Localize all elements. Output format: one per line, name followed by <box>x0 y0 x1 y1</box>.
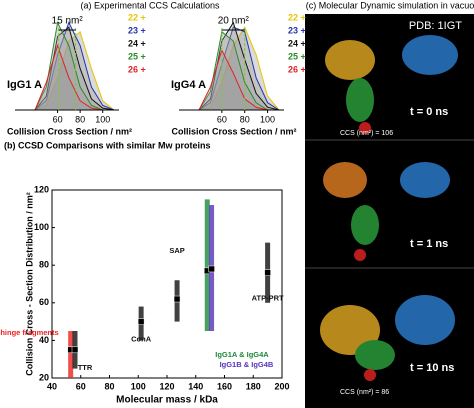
x-axis-label: Molecular mass / kDa <box>116 395 218 406</box>
center-marker <box>173 295 181 303</box>
pdb-label: PDB: 1IGT <box>409 20 462 32</box>
legend-entry: 22 + <box>128 12 146 22</box>
time-label: t = 0 ns <box>410 106 448 118</box>
range-bar <box>68 331 74 378</box>
x-tick-label: 60 <box>76 381 86 391</box>
legend-entry: 23 + <box>288 25 306 35</box>
plot-label: IgG1 A <box>7 79 42 91</box>
panel-title: (c) Molecular Dynamic simulation in vacu… <box>306 0 474 10</box>
legend-entry: 25 + <box>128 51 146 61</box>
panel-title: (a) Experimental CCS Calculations <box>80 0 220 10</box>
x-tick-label: 120 <box>159 381 174 391</box>
distribution-area <box>34 30 115 111</box>
bracket-label: 15 nm² <box>52 16 84 27</box>
center-marker <box>71 346 79 354</box>
x-tick-label: 60 <box>217 114 227 124</box>
time-label: t = 10 ns <box>410 362 454 374</box>
ccs-label: CCS (nm²) = 86 <box>340 389 389 396</box>
x-axis-label: Collision Cross Section / nm² <box>7 126 132 136</box>
legend-entry: 25 + <box>288 51 306 61</box>
protein-label: ATP-PRT <box>252 294 284 303</box>
legend-entry: 24 + <box>288 38 306 48</box>
protein-label: Fc-hinge fragments <box>0 328 59 337</box>
x-tick-label: 60 <box>53 114 63 124</box>
x-tick-label: 100 <box>95 114 110 124</box>
protein-label: IgG1B & IgG4B <box>220 360 274 369</box>
protein-label: IgG1A & IgG4A <box>215 350 269 359</box>
x-axis-label: Collision Cross Section / nm² <box>171 126 296 136</box>
range-bar <box>204 199 210 331</box>
legend-entry: 22 + <box>288 12 306 22</box>
distribution-area <box>34 26 115 111</box>
x-tick-label: 80 <box>104 381 114 391</box>
center-marker <box>208 265 215 273</box>
legend-entry: 23 + <box>128 25 146 35</box>
y-tick-label: 80 <box>39 260 49 270</box>
y-tick-label: 100 <box>34 222 49 232</box>
time-label: t = 1 ns <box>410 238 448 250</box>
x-tick-label: 80 <box>240 114 250 124</box>
distribution-area <box>198 21 280 111</box>
protein-label: ConA <box>131 335 152 344</box>
x-tick-label: 100 <box>260 114 275 124</box>
distribution-area <box>198 26 280 111</box>
x-tick-label: 160 <box>217 381 232 391</box>
center-marker <box>137 318 145 325</box>
center-marker <box>264 269 271 276</box>
x-tick-label: 80 <box>75 114 85 124</box>
legend-entry: 24 + <box>128 38 146 48</box>
protein-label: SAP <box>169 246 184 255</box>
y-tick-label: 60 <box>39 297 49 307</box>
ccs-label: CCS (nm²) = 106 <box>340 130 393 137</box>
protein-label: TTR <box>78 363 93 372</box>
y-tick-label: 40 <box>39 335 49 345</box>
x-tick-label: 140 <box>188 381 203 391</box>
y-tick-label: 20 <box>39 372 49 382</box>
panel-title: (b) CCSD Comparisons with similar Mw pro… <box>4 140 211 150</box>
x-tick-label: 100 <box>131 381 146 391</box>
x-tick-label: 40 <box>47 381 57 391</box>
y-axis-label: Collision Cross - Section Distribution /… <box>24 192 34 376</box>
x-tick-label: 200 <box>274 381 289 391</box>
bracket-label: 20 nm² <box>218 16 250 27</box>
protein-structure <box>320 35 458 381</box>
legend-entry: 26 + <box>288 64 306 74</box>
x-tick-label: 180 <box>246 381 261 391</box>
plot-label: IgG4 A <box>171 79 206 91</box>
y-tick-label: 120 <box>34 184 49 194</box>
legend-entry: 26 + <box>128 64 146 74</box>
